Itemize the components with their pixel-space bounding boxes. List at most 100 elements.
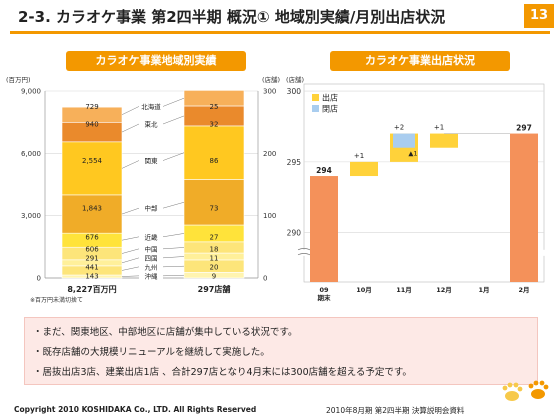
label-leader [162,265,185,268]
label-leader [162,233,185,238]
tick-label: 295 [287,158,302,167]
regional-sales-chart: (百万円) (店舗) 9,000 6,000 3,000 0 300 200 100 0 143 9 沖… [6,75,280,304]
sales-bar-segment [61,194,123,234]
sales-value-label: 143 [85,272,98,280]
legend-label: 閉店 [322,104,338,114]
label-leader [162,247,185,250]
region-label: 中国 [145,244,158,253]
header-underline [10,31,550,34]
header-bar [0,0,560,34]
region-label: 近畿 [145,232,159,241]
label-leader [162,97,185,107]
left-panel-title: カラオケ事業地域別実績 [66,51,246,71]
label-leader [121,275,140,277]
region-label-bg [139,253,163,262]
region-label: 沖縄 [145,271,159,280]
right-axis-unit: (店舗) [262,75,280,84]
left-tick-label: 9,000 [21,88,41,96]
region-label-bg [139,156,163,165]
total-bar [310,176,338,282]
summary-bullet: ・まだ、関東地区、中部地区に店舗が集中している状況です。 [33,327,298,338]
footer-document: 2010年8月期 第2四半期 決算説明会資料 [326,406,465,415]
page-number: 13 [524,4,554,28]
sales-value-label: 676 [85,233,99,241]
label-leader [162,152,185,161]
region-label-bg [139,232,163,241]
right-panel-title: カラオケ事業出店状況 [330,51,510,71]
closing-value-label: ▲1 [408,150,417,158]
region-label-bg [139,204,163,213]
stores-value-label: 32 [210,120,219,128]
label-leader [121,266,140,271]
label-leader [121,106,140,115]
right-tick-label: 100 [263,212,276,220]
tick-label: 300 [287,87,302,96]
label-leader [162,202,185,209]
sales-value-label: 441 [85,263,98,271]
label-leader [121,236,140,241]
region-label-bg [139,119,163,128]
stores-value-label: 27 [210,233,219,241]
footnote: ※百万円未満切捨て [30,296,83,304]
tick-label: 290 [287,229,302,238]
summary-bullet: ・居抜出店3店、建業出店1店 、合計297店となり4月末には300店舗を超える予… [33,367,412,378]
region-label: 東北 [145,119,159,128]
stores-bar-segment [183,179,245,226]
label-leader [162,274,185,277]
stores-value-label: 25 [210,103,219,111]
left-tick-label: 0 [37,275,41,283]
region-label: 九州 [145,262,158,271]
left-tick-label: 6,000 [21,150,41,158]
region-label: 関東 [145,156,159,165]
axis-break-gap [302,249,546,256]
sales-value-label: 2,554 [82,157,103,165]
left-axis-unit: (百万円) [6,76,31,84]
total-value-label: 297 [516,124,532,133]
category-label: 11月 [396,286,412,294]
opening-value-label: +1 [434,124,444,132]
sales-value-label: 1,843 [82,205,102,213]
category-label: 期末 [318,293,332,302]
total-value-label: 294 [316,166,332,175]
sales-total-label: 8,227百万円 [67,285,116,294]
opening-bar [350,161,378,177]
stores-bar-segment [183,125,245,180]
category-label: 09 [319,286,329,294]
label-leader [121,123,140,133]
stores-value-label: 86 [210,157,219,165]
closing-bar [393,133,415,148]
footer-copyright: Copyright 2010 KOSHIDAKA Co., LTD. All R… [14,405,257,414]
label-leader [121,248,140,254]
stores-value-label: 18 [210,245,219,253]
sales-value-label: 729 [85,103,98,111]
stores-value-label: 20 [210,263,219,271]
sales-value-label: 940 [85,120,98,128]
stores-value-label: 9 [212,272,216,280]
legend-label: 出店 [322,93,338,103]
region-label-bg [139,244,163,253]
category-label: 1月 [478,286,489,294]
right-tick-label: 300 [263,88,276,96]
right-tick-label: 200 [263,150,276,158]
left-tick-label: 3,000 [21,212,41,220]
opening-bar [430,133,458,148]
region-label: 北海道 [141,102,161,111]
opening-value-label: +2 [394,124,404,132]
right-tick-label: 0 [263,275,267,283]
summary-box: ・まだ、関東地区、中部地区に店舗が集中している状況です。 ・既存店舗の大規模リニ… [24,317,538,385]
label-leader [121,207,140,215]
category-label: 12月 [436,286,452,294]
sales-value-label: 606 [85,245,99,253]
label-leader [121,160,140,169]
legend-swatch [312,105,319,112]
plot-area [303,83,545,283]
page-title: 2-3. カラオケ事業 第2四半期 概況① 地域別実績/月別出店状況 [18,8,446,26]
region-label-bg [139,102,163,111]
sales-value-label: 291 [85,254,98,262]
region-label-bg [139,262,163,271]
stores-value-label: 73 [210,205,219,213]
region-label: 中部 [145,204,159,213]
axis-unit: (店舗) [286,75,304,84]
label-leader [162,256,185,259]
